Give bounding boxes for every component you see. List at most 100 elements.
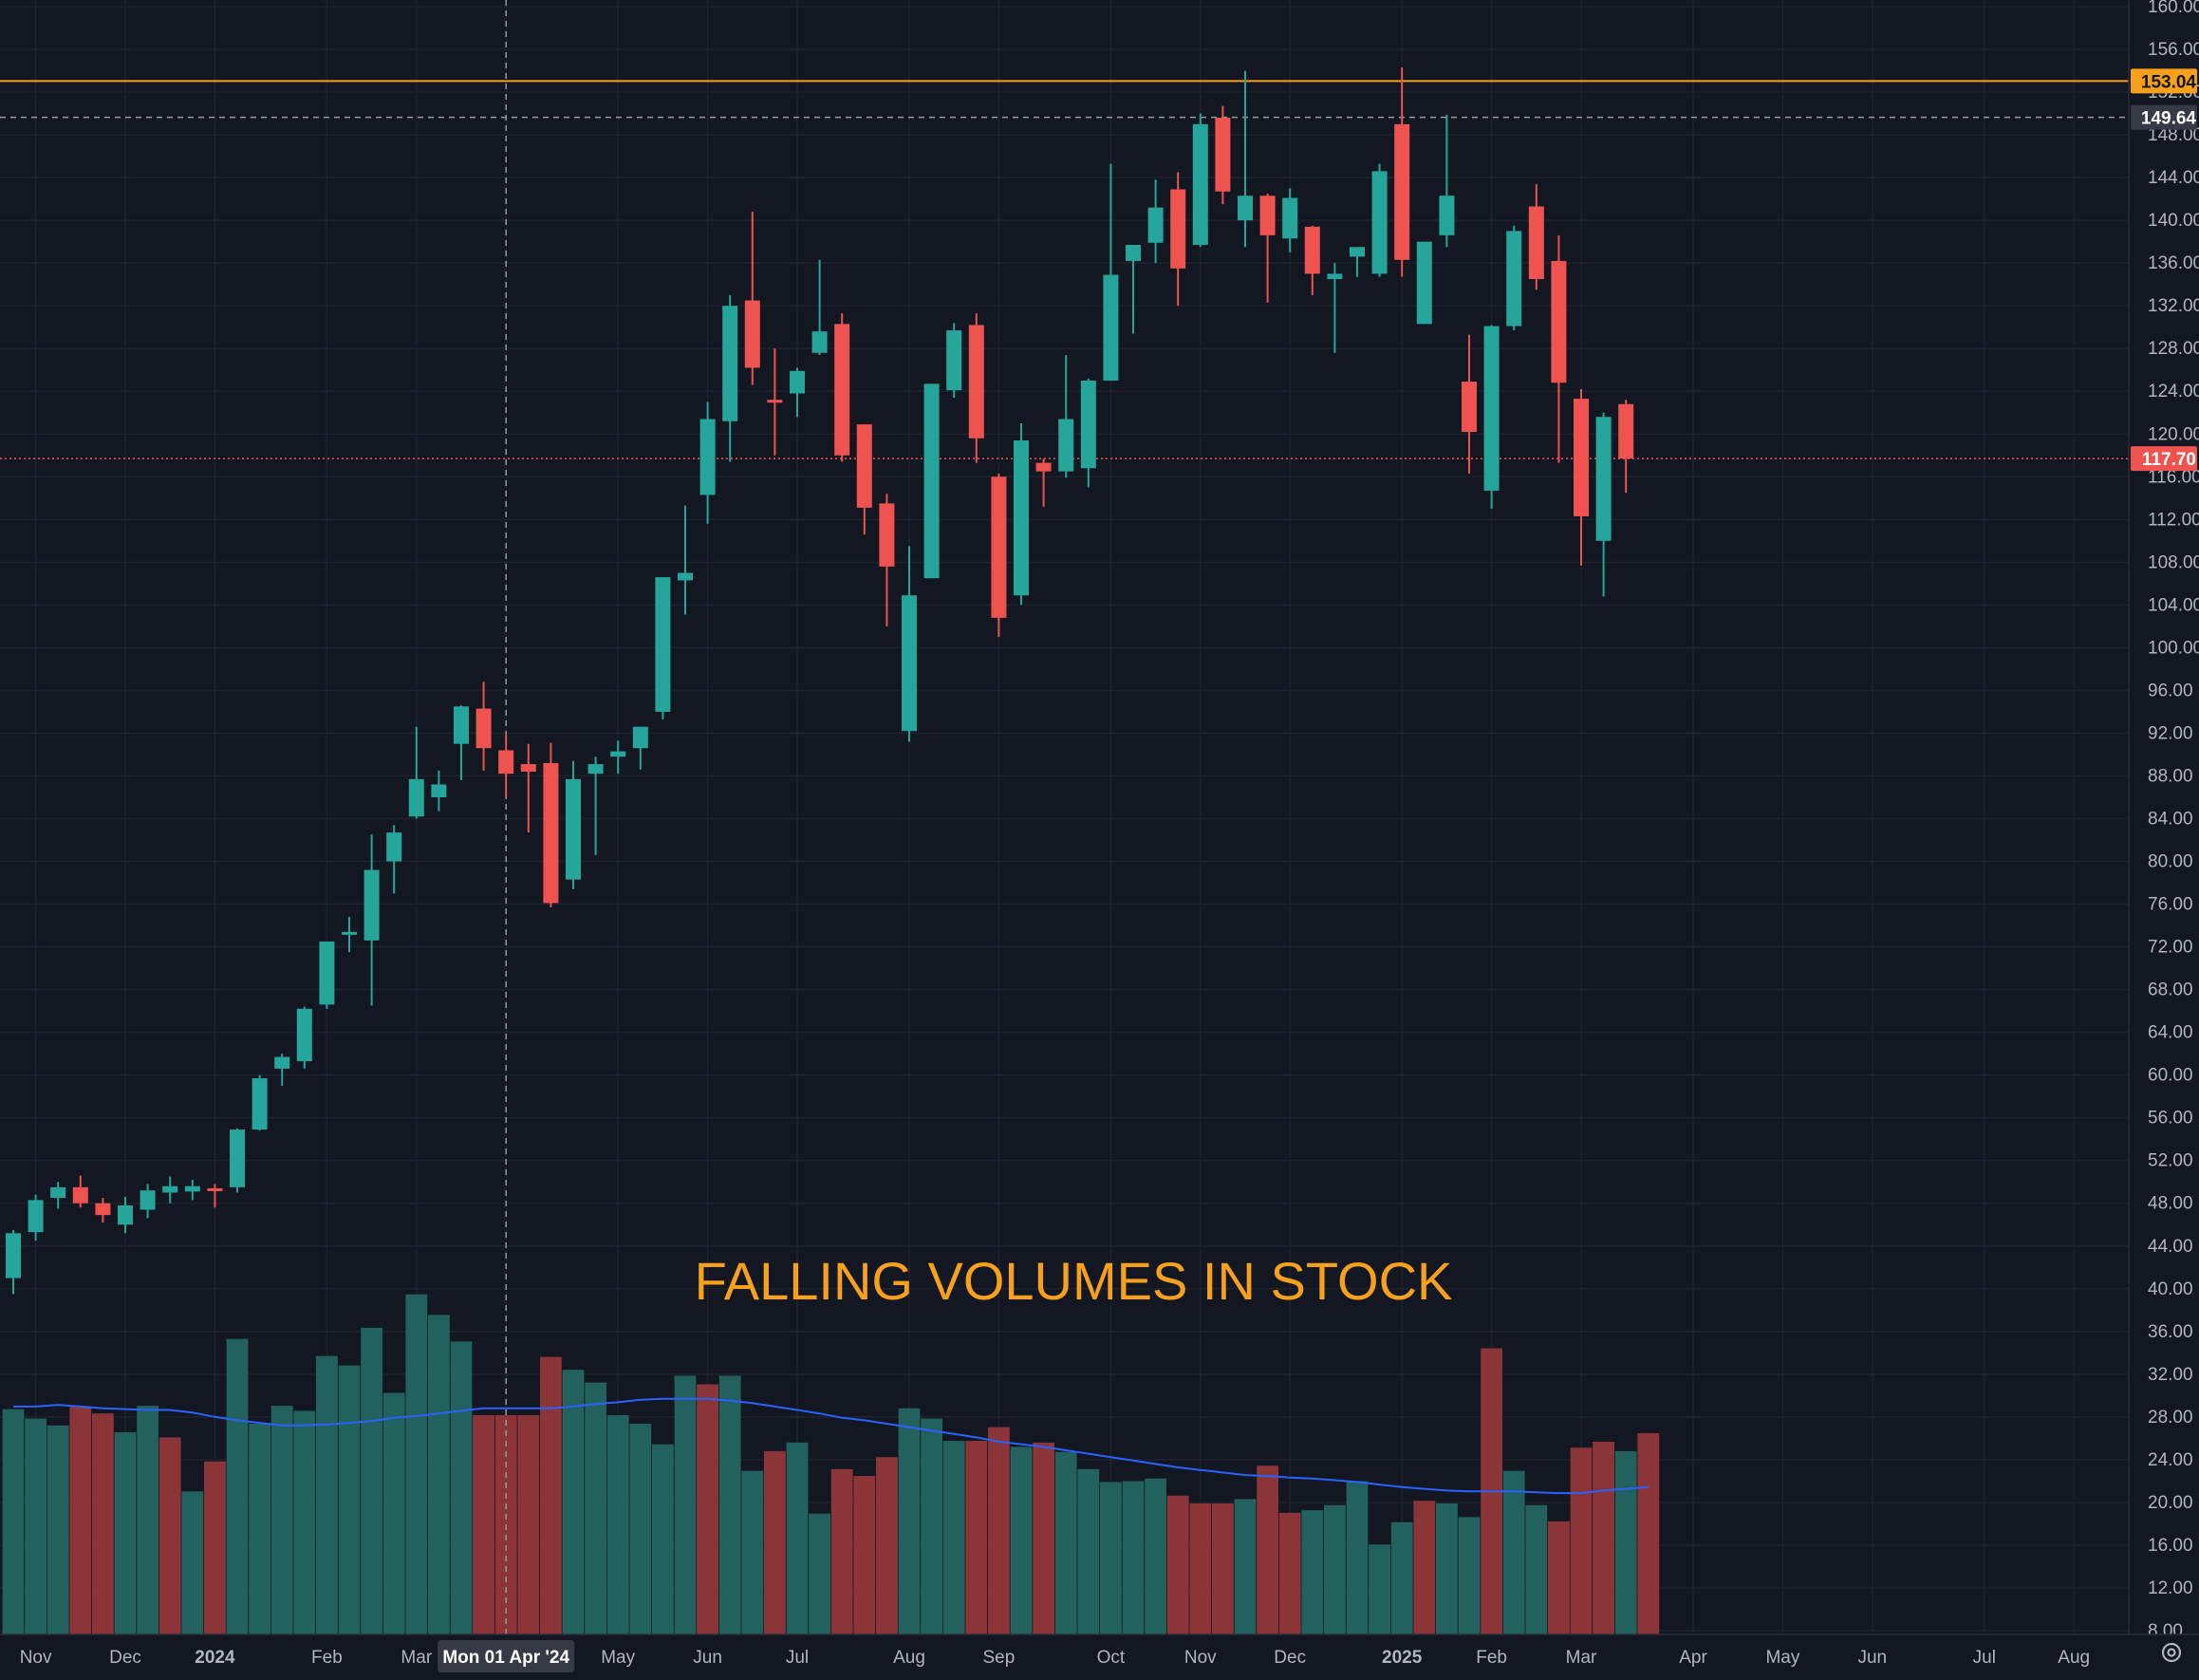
candle-body bbox=[610, 751, 626, 757]
candle-body bbox=[431, 784, 447, 797]
candle-body bbox=[1618, 403, 1634, 459]
volume-bar bbox=[1548, 1521, 1570, 1634]
volume-bar bbox=[1458, 1517, 1481, 1634]
crosshair-date-tag bbox=[438, 1640, 575, 1672]
volume-ma-line bbox=[13, 1397, 1649, 1495]
time-tick-label: Dec bbox=[1274, 1648, 1306, 1668]
volume-bar bbox=[158, 1437, 181, 1634]
price-tick-label: 156.00 bbox=[2148, 40, 2199, 60]
volume-bar bbox=[1166, 1495, 1189, 1634]
candle-body bbox=[678, 572, 693, 581]
candle-body bbox=[230, 1129, 245, 1187]
volume-bar bbox=[338, 1365, 361, 1634]
chart-annotation: FALLING VOLUMES IN STOCK bbox=[695, 1251, 1453, 1311]
candle-body bbox=[543, 762, 559, 904]
candle-body bbox=[699, 419, 716, 495]
volume-bar bbox=[1033, 1442, 1054, 1634]
settings-icon[interactable] bbox=[2157, 1638, 2186, 1667]
time-tick-label: Feb bbox=[1476, 1648, 1507, 1668]
volume-bar bbox=[697, 1384, 718, 1634]
time-tick-label: 2024 bbox=[195, 1648, 235, 1668]
candle-body bbox=[296, 1008, 312, 1062]
price-tick-label: 84.00 bbox=[2148, 810, 2193, 830]
candle-body bbox=[902, 595, 917, 732]
time-tick-label: Aug bbox=[2058, 1648, 2090, 1668]
candle-body bbox=[968, 325, 984, 439]
volume-bar bbox=[249, 1423, 270, 1634]
crosshair-price-tag: 149.64 bbox=[2141, 109, 2197, 129]
candle-body bbox=[722, 306, 738, 421]
volume-bar bbox=[1145, 1478, 1166, 1634]
candle-body bbox=[1574, 399, 1589, 516]
price-tick-label: 96.00 bbox=[2148, 681, 2193, 700]
volume-bar bbox=[965, 1441, 988, 1634]
price-tick-label: 92.00 bbox=[2148, 723, 2193, 743]
crosshair-price-tag-bg bbox=[2131, 104, 2197, 130]
candle-body bbox=[1506, 231, 1522, 327]
price-tick-label: 44.00 bbox=[2148, 1237, 2193, 1257]
candle-body bbox=[50, 1186, 66, 1199]
volume-bar bbox=[741, 1470, 764, 1634]
price-tick-label: 40.00 bbox=[2148, 1279, 2193, 1299]
candle-body bbox=[767, 400, 783, 403]
candle-body bbox=[6, 1233, 21, 1279]
candle-body bbox=[454, 706, 469, 744]
time-tick-label: Dec bbox=[109, 1648, 141, 1668]
last-price-tag: 117.70 bbox=[2142, 450, 2196, 470]
price-tick-label: 120.00 bbox=[2148, 424, 2199, 444]
volume-bar bbox=[1010, 1447, 1033, 1634]
price-tick-label: 100.00 bbox=[2148, 638, 2199, 658]
candle-body bbox=[207, 1187, 223, 1191]
volume-bar bbox=[1346, 1481, 1369, 1634]
price-tick-label: 80.00 bbox=[2148, 852, 2193, 872]
time-axis[interactable]: Nov Dec 2024 Feb Mar May Jun Jul Aug Sep Oct Nov Dec… bbox=[0, 1633, 2199, 1680]
volume-bar bbox=[1525, 1504, 1548, 1634]
time-tick-label: Feb bbox=[311, 1648, 343, 1668]
candle-body bbox=[1416, 241, 1432, 325]
time-tick-label: Nov bbox=[20, 1648, 52, 1668]
price-tick-label: 88.00 bbox=[2148, 766, 2193, 786]
price-tick-label: 64.00 bbox=[2148, 1023, 2193, 1043]
volume-bar bbox=[1390, 1521, 1413, 1634]
candle-body bbox=[1238, 196, 1253, 221]
candle-body bbox=[1192, 123, 1208, 246]
time-tick-label: May bbox=[601, 1648, 635, 1668]
candle-body bbox=[140, 1190, 156, 1210]
candle-body bbox=[118, 1204, 133, 1225]
candle-body bbox=[498, 750, 514, 775]
price-tick-label: 12.00 bbox=[2148, 1578, 2193, 1598]
candle-body bbox=[1394, 123, 1410, 260]
price-axis[interactable]: 8.0012.0016.0020.0024.0028.0032.0036.004… bbox=[2128, 0, 2199, 1680]
price-tick-label: 72.00 bbox=[2148, 938, 2193, 958]
volume-bar bbox=[562, 1370, 585, 1634]
volume-bar bbox=[764, 1450, 786, 1634]
time-tick-label: Mar bbox=[401, 1648, 432, 1668]
price-tick-label: 132.00 bbox=[2148, 296, 2199, 316]
price-tick-label: 16.00 bbox=[2148, 1536, 2193, 1556]
volume-bar bbox=[69, 1406, 92, 1634]
candle-body bbox=[1058, 419, 1074, 472]
candle-body bbox=[946, 330, 962, 391]
volume-bar bbox=[517, 1414, 540, 1634]
price-tick-label: 24.00 bbox=[2148, 1450, 2193, 1470]
volume-bar bbox=[942, 1441, 965, 1634]
price-tick-label: 52.00 bbox=[2148, 1151, 2193, 1171]
time-tick-label: Mar bbox=[1566, 1648, 1597, 1668]
candle-body bbox=[1282, 197, 1298, 239]
candle-body bbox=[834, 324, 850, 456]
volume-bars bbox=[2, 1294, 1660, 1634]
candle-body bbox=[342, 931, 357, 935]
candle-body bbox=[1215, 118, 1231, 192]
volume-bar bbox=[1369, 1544, 1390, 1634]
candle-body bbox=[632, 726, 648, 749]
resistance-price-tag: 153.04 bbox=[2141, 72, 2197, 92]
price-tags: 153.04 149.64 117.70 bbox=[2131, 68, 2197, 472]
volume-bar bbox=[450, 1341, 473, 1634]
candle-body bbox=[1103, 274, 1119, 381]
price-axis-background bbox=[2129, 0, 2199, 1634]
time-tick-label: Nov bbox=[1184, 1648, 1217, 1668]
candle-body bbox=[319, 941, 335, 1005]
volume-bar bbox=[898, 1408, 921, 1634]
